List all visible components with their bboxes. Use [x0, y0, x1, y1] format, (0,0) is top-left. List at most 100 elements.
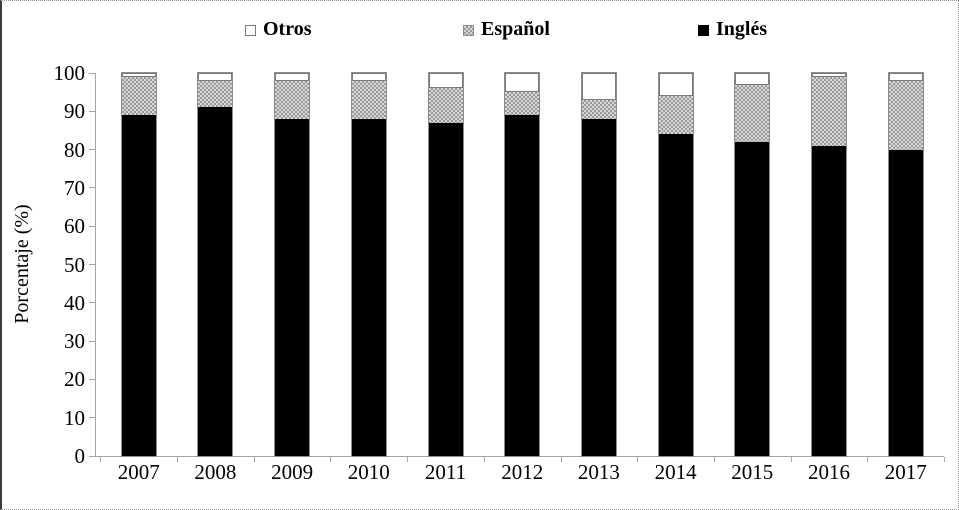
x-axis-category-label: 2017 — [884, 460, 927, 484]
bar-segment-ingles — [121, 115, 156, 456]
bar-2009 — [274, 72, 311, 457]
y-axis-tick — [89, 187, 95, 189]
bar-segment-otros — [658, 73, 693, 96]
bar-segment-otros — [888, 73, 923, 81]
x-axis-tick — [790, 457, 792, 462]
legend-item-otros: Otros — [245, 18, 312, 40]
bar-segment-ingles — [658, 134, 693, 456]
x-axis-tick — [867, 457, 869, 462]
y-axis-tick — [89, 302, 95, 304]
y-axis-tick — [89, 378, 95, 380]
x-axis-category-label: 2015 — [731, 460, 774, 484]
x-axis-tick — [560, 457, 562, 462]
bar-segment-espanol — [198, 80, 233, 108]
legend-swatch-ingles-icon — [698, 24, 709, 36]
bar-2012 — [504, 72, 541, 457]
y-axis-tick-label: 70 — [64, 175, 85, 200]
bar-segment-espanol — [658, 95, 693, 135]
y-axis-tick-label: 10 — [64, 405, 85, 430]
y-axis-line — [95, 73, 96, 456]
bar-segment-ingles — [275, 118, 310, 456]
bar-segment-espanol — [428, 88, 463, 123]
bar-segment-ingles — [505, 115, 540, 456]
x-axis-category-label: 2011 — [424, 460, 467, 484]
bar-segment-ingles — [351, 118, 386, 456]
y-axis-tick — [89, 455, 95, 457]
x-axis-tick — [330, 457, 332, 462]
y-axis-tick — [89, 417, 95, 419]
x-axis-category-label: 2012 — [501, 460, 544, 484]
bar-segment-otros — [812, 73, 846, 77]
x-axis-category-label: 2009 — [271, 460, 314, 484]
bar-2015 — [734, 72, 771, 457]
y-axis-tick-label: 20 — [64, 367, 85, 392]
legend-label-otros: Otros — [263, 18, 312, 40]
y-axis-tick-label: 0 — [74, 444, 86, 468]
x-axis-category-label: 2010 — [347, 460, 390, 484]
bar-segment-espanol — [735, 84, 770, 142]
x-axis-category-label: 2007 — [117, 460, 160, 484]
x-axis-category-label: 2014 — [654, 460, 697, 484]
bar-segment-otros — [121, 73, 156, 77]
y-axis-tick — [89, 149, 95, 151]
x-axis-tick — [944, 457, 946, 462]
x-axis-category-label: 2016 — [807, 460, 850, 484]
bar-2007 — [120, 72, 157, 457]
legend-label-espanol: Español — [481, 18, 550, 40]
x-axis-tick — [637, 457, 639, 462]
bar-segment-otros — [275, 73, 310, 81]
y-axis-tick — [89, 72, 95, 74]
x-axis-tick — [483, 457, 485, 462]
bar-segment-otros — [198, 73, 233, 81]
x-axis-tick — [253, 457, 255, 462]
bar-segment-ingles — [812, 145, 846, 456]
x-axis-category-label: 2013 — [577, 460, 620, 484]
bar-2017 — [887, 72, 924, 457]
bar-segment-espanol — [505, 92, 540, 116]
y-axis-tick — [89, 264, 95, 265]
bar-segment-ingles — [198, 107, 233, 456]
y-axis-tick — [89, 110, 95, 112]
bar-2016 — [811, 72, 847, 457]
y-axis-tick — [89, 225, 95, 227]
bar-segment-espanol — [888, 80, 923, 150]
bar-segment-otros — [735, 73, 770, 85]
x-axis-line — [95, 456, 944, 457]
y-axis-tick-label: 90 — [64, 99, 85, 124]
y-axis-tick-label: 50 — [64, 252, 85, 277]
bar-segment-ingles — [735, 141, 770, 456]
legend-label-ingles: Inglés — [716, 18, 768, 40]
y-axis-tick-label: 60 — [64, 214, 85, 239]
y-axis-title: Porcentaje (%) — [11, 204, 33, 324]
bar-segment-ingles — [888, 149, 923, 456]
y-axis-tick-label: 100 — [53, 61, 86, 85]
y-axis-tick-label: 30 — [64, 329, 85, 354]
x-axis-tick — [713, 457, 715, 462]
bar-segment-ingles — [581, 118, 616, 456]
legend-swatch-otros-icon — [245, 24, 256, 36]
bar-segment-espanol — [275, 80, 310, 119]
legend-item-espanol: Español — [463, 18, 550, 40]
bar-2014 — [657, 72, 694, 457]
bar-2011 — [427, 72, 464, 457]
x-axis-tick — [407, 457, 409, 462]
y-axis-tick — [89, 340, 95, 342]
bar-segment-otros — [581, 73, 616, 100]
bar-segment-otros — [428, 73, 463, 89]
bar-segment-otros — [505, 73, 540, 93]
bar-2010 — [350, 72, 387, 457]
x-axis-tick — [100, 457, 102, 462]
bar-segment-espanol — [581, 99, 616, 119]
bar-segment-espanol — [812, 76, 846, 146]
bar-segment-otros — [351, 73, 386, 81]
bar-2008 — [197, 72, 234, 457]
bar-segment-espanol — [121, 76, 156, 116]
x-axis-tick — [177, 457, 179, 462]
y-axis-tick-label: 80 — [64, 137, 85, 162]
legend-swatch-espanol-icon — [463, 24, 474, 36]
y-axis-tick-label: 40 — [64, 290, 85, 315]
bar-segment-ingles — [428, 122, 463, 456]
legend-item-ingles: Inglés — [698, 18, 767, 40]
bar-segment-espanol — [351, 80, 386, 119]
